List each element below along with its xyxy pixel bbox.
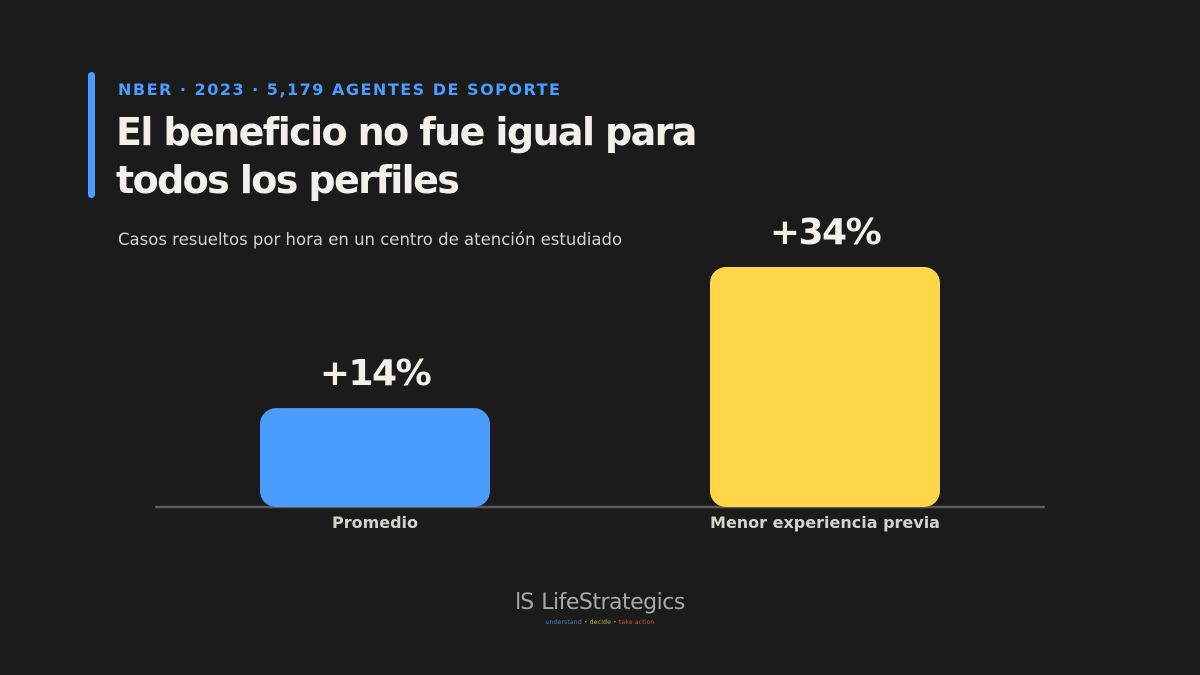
bar-1 [710,267,940,507]
logo-tagline: understand • decide • take action [0,619,1200,626]
bar-0 [260,408,490,507]
logo-lockup: lS LifeStrategics [515,590,685,615]
tagline-separator: • [613,619,617,626]
category-label-0: Promedio [332,513,418,532]
tagline-understand: understand [545,619,582,626]
source-eyebrow: NBER · 2023 · 5,179 AGENTES DE SOPORTE [118,80,562,99]
footer-logo: lS LifeStrategics understand • decide • … [0,590,1200,626]
page-title: El beneficio no fue igual para todos los… [116,110,697,202]
bar-value-label-1: +34% [770,212,881,253]
tagline-separator: • [583,619,588,626]
category-label-1: Menor experiencia previa [710,513,940,532]
bar-value-label-0: +14% [320,353,431,394]
logo-wordmark: LifeStrategics [541,590,685,615]
tagline-decide: decide [589,619,611,626]
title-accent-bar [88,72,95,198]
chart-subtitle: Casos resueltos por hora en un centro de… [118,230,623,249]
logo-mark: lS [515,590,534,615]
tagline-take-action: take action [618,619,655,626]
